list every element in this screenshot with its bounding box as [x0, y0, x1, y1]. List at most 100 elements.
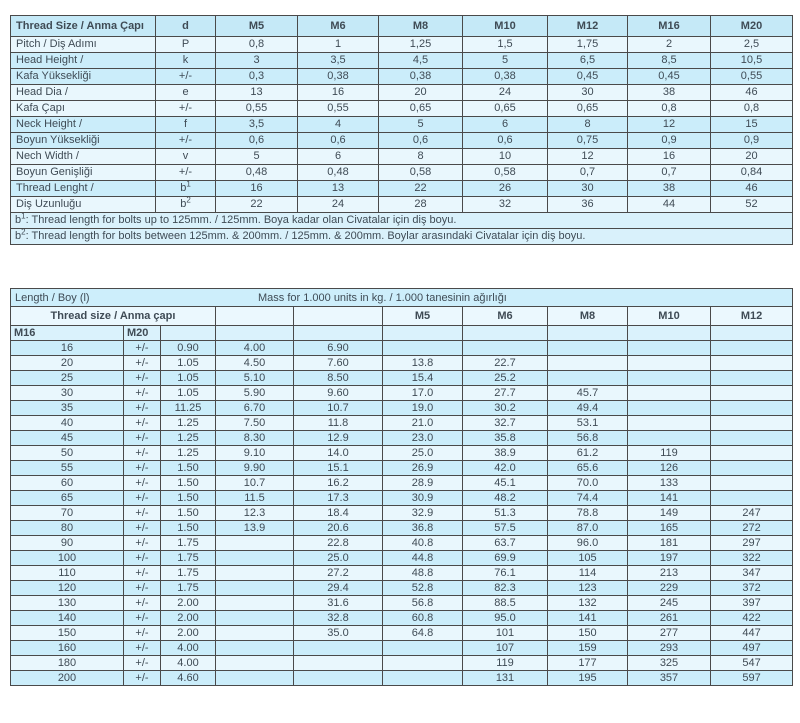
tolerance-sign-cell: +/-: [123, 595, 161, 611]
value-cell-m16: 44: [627, 196, 711, 213]
mass-value-cell-m8: 96.0: [547, 535, 628, 551]
mass-table: Length / Boy (l) Mass for 1.000 units in…: [9, 288, 794, 686]
empty-cell: [382, 325, 463, 341]
mass-value-cell-m12: 547: [709, 655, 794, 671]
value-cell-m10: 0,6: [462, 132, 548, 149]
length-cell: 70: [10, 505, 124, 521]
mass-value-cell-m10: [627, 355, 711, 371]
length-cell: 160: [10, 640, 124, 656]
spec-row: Head Dia / e 13 16 20 24 30 38 46: [10, 84, 793, 101]
value-cell-m6: 1: [297, 36, 379, 53]
mass-value-cell-m8: 49.4: [547, 400, 628, 416]
spec-row: Kafa Yüksekliği +/- 0,3 0,38 0,38 0,38 0…: [10, 68, 793, 85]
mass-value-cell-m8: 70.0: [547, 475, 628, 491]
length-cell: 25: [10, 370, 124, 386]
empty-cell: [293, 325, 383, 341]
length-cell: 50: [10, 445, 124, 461]
mass-value-cell: 32.8: [293, 610, 383, 626]
symbol: v: [182, 150, 189, 163]
symbol: +/-: [178, 102, 193, 115]
mass-row: 70 +/- 1.50 12.3 18.4 32.9 51.3 78.8 149…: [10, 505, 794, 521]
mass-value-cell-m6: [462, 340, 548, 356]
mass-value-cell-m5: 13.8: [382, 355, 463, 371]
mass-value-cell-m6: 22.7: [462, 355, 548, 371]
footnote-text: : Thread length for bolts up to 125mm. /…: [25, 214, 457, 227]
mass-value-cell: 7.50: [215, 415, 294, 431]
value-cell-m16: 12: [627, 116, 711, 133]
mass-value-cell-m8: 141: [547, 610, 628, 626]
spec-table-body: Pitch / Diş Adımı P 0,8 1 1,25 1,5 1,75 …: [10, 36, 793, 213]
mass-value-cell-m5: 40.8: [382, 535, 463, 551]
mass-row: 50 +/- 1.25 9.10 14.0 25.0 38.9 61.2 119: [10, 445, 794, 461]
tolerance-cell: 1.50: [160, 475, 216, 491]
mass-value-cell-m10: 133: [627, 475, 711, 491]
mass-value-cell-m5: 25.0: [382, 445, 463, 461]
mass-value-cell-m8: 132: [547, 595, 628, 611]
tolerance-cell: 1.50: [160, 490, 216, 506]
mass-value-cell-m6: 69.9: [462, 550, 548, 566]
mass-col-header-m6: M6: [462, 306, 548, 326]
mass-value-cell-m5: 19.0: [382, 400, 463, 416]
spec-row: Thread Lenght / b1 16 13 22 26 30 38 46: [10, 180, 793, 197]
footnote-text: : Thread length for bolts between 125mm.…: [25, 230, 586, 243]
value-cell-m6: 13: [297, 180, 379, 197]
param-label-cell: Kafa Çapı: [10, 100, 156, 117]
length-cell: 60: [10, 475, 124, 491]
mass-title-cell: Length / Boy (l) Mass for 1.000 units in…: [9, 288, 794, 307]
value-cell-m10: 26: [462, 180, 548, 197]
spec-row: Nech Width / v 5 6 8 10 12 16 20: [10, 148, 793, 165]
symbol: +/-: [178, 70, 193, 83]
mass-value-cell-m5: 36.8: [382, 520, 463, 536]
mass-value-cell-m8: 150: [547, 625, 628, 641]
col-header-m8: M8: [378, 15, 463, 37]
spec-header-row: Thread Size / Anma Çapı d M5 M6 M8 M10 M…: [10, 15, 793, 37]
tolerance-sign-cell: +/-: [123, 355, 161, 371]
mass-value-cell-m8: 114: [547, 565, 628, 581]
spec-table-footnotes: b1: Thread length for bolts up to 125mm.…: [10, 212, 793, 245]
mass-value-cell-m5: 60.8: [382, 610, 463, 626]
value-cell-m6: 16: [297, 84, 379, 101]
value-cell-m5: 16: [215, 180, 298, 197]
mass-row: 55 +/- 1.50 9.90 15.1 26.9 42.0 65.6 126: [10, 460, 794, 476]
mass-value-cell: 10.7: [293, 400, 383, 416]
mass-value-cell-m5: 23.0: [382, 430, 463, 446]
value-cell-m5: 0,6: [215, 132, 298, 149]
mass-value-cell-m5: 48.8: [382, 565, 463, 581]
mass-value-cell: [215, 610, 294, 626]
mass-value-cell-m5: 28.9: [382, 475, 463, 491]
mass-value-cell: [293, 670, 383, 686]
mass-value-cell-m10: 119: [627, 445, 711, 461]
value-cell-m20: 0,8: [710, 100, 793, 117]
symbol: k: [182, 54, 189, 67]
mass-value-cell-m6: 63.7: [462, 535, 548, 551]
spec-row: Diş Uzunluğu b2 22 24 28 32 36 44 52: [10, 196, 793, 213]
mass-value-cell: [215, 550, 294, 566]
tolerance-cell: 2.00: [160, 610, 216, 626]
symbol-cell: b2: [155, 196, 216, 213]
mass-value-cell-m8: 78.8: [547, 505, 628, 521]
mass-col-header-m5: M5: [382, 306, 463, 326]
value-cell-m8: 0,58: [378, 164, 463, 181]
value-cell-m6: 24: [297, 196, 379, 213]
mass-value-cell-m12: [709, 430, 794, 446]
mass-value-cell-m10: [627, 370, 711, 386]
tolerance-cell: 1.05: [160, 355, 216, 371]
tolerance-cell: 11.25: [160, 400, 216, 416]
mass-value-cell: 31.6: [293, 595, 383, 611]
tolerance-sign-cell: +/-: [123, 655, 161, 671]
empty-cell: [709, 325, 794, 341]
param-label-cell: Thread Lenght /: [10, 180, 156, 197]
param-label-cell: Nech Width /: [10, 148, 156, 165]
value-cell-m8: 1,25: [378, 36, 463, 53]
value-cell-m8: 0,65: [378, 100, 463, 117]
mass-row: 65 +/- 1.50 11.5 17.3 30.9 48.2 74.4 141: [10, 490, 794, 506]
empty-cell: [215, 306, 294, 326]
col-header-m10: M10: [462, 15, 548, 37]
value-cell-m10: 0,38: [462, 68, 548, 85]
mass-value-cell-m12: 297: [709, 535, 794, 551]
mass-row: 35 +/- 11.25 6.70 10.7 19.0 30.2 49.4: [10, 400, 794, 416]
mass-row: 90 +/- 1.75 22.8 40.8 63.7 96.0 181 297: [10, 535, 794, 551]
mass-value-cell: 14.0: [293, 445, 383, 461]
mass-row: 45 +/- 1.25 8.30 12.9 23.0 35.8 56.8: [10, 430, 794, 446]
